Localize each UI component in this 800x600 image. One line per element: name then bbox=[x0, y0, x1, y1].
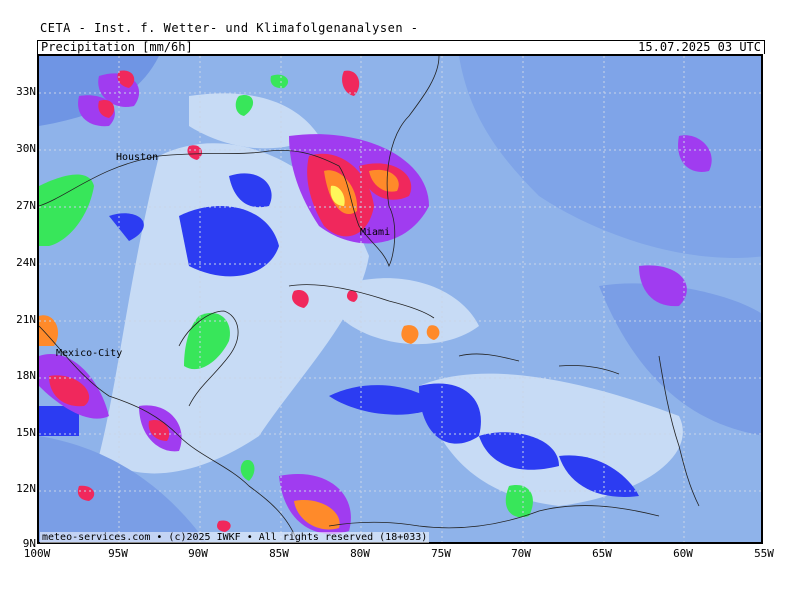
lat-label-30n: 30N bbox=[16, 142, 36, 155]
city-label-houston: Houston bbox=[116, 152, 159, 163]
lon-label-70w: 70W bbox=[511, 547, 531, 560]
lon-label-90w: 90W bbox=[188, 547, 208, 560]
lat-label-21n: 21N bbox=[16, 313, 36, 326]
map-canvas bbox=[39, 56, 761, 542]
precipitation-map[interactable] bbox=[37, 54, 763, 544]
lat-label-24n: 24N bbox=[16, 256, 36, 269]
lon-label-85w: 85W bbox=[269, 547, 289, 560]
provider-credit: CETA - Inst. f. Wetter- und Klimafolgena… bbox=[40, 21, 419, 35]
lon-label-100w: 100W bbox=[23, 547, 51, 560]
lat-label-18n: 18N bbox=[16, 369, 36, 382]
lon-label-75w: 75W bbox=[431, 547, 451, 560]
lat-label-27n: 27N bbox=[16, 199, 36, 212]
lat-label-9n: 9N bbox=[22, 537, 36, 550]
lat-label-33n: 33N bbox=[16, 85, 36, 98]
parameter-label: Precipitation [mm/6h] bbox=[41, 40, 193, 54]
lon-label-65w: 65W bbox=[592, 547, 612, 560]
lon-label-95w: 95W bbox=[108, 547, 128, 560]
map-header: Precipitation [mm/6h] 15.07.2025 03 UTC bbox=[37, 40, 765, 54]
lon-label-55w: 55W bbox=[754, 547, 774, 560]
city-label-miami: Miami bbox=[360, 227, 391, 238]
lon-label-80w: 80W bbox=[350, 547, 370, 560]
lat-label-12n: 12N bbox=[16, 482, 36, 495]
lat-label-15n: 15N bbox=[16, 426, 36, 439]
copyright-footer: meteo-services.com • (c)2025 IWKF • All … bbox=[40, 532, 430, 543]
city-label-mexico-city: Mexico-City bbox=[56, 348, 123, 359]
lon-label-60w: 60W bbox=[673, 547, 693, 560]
valid-time-label: 15.07.2025 03 UTC bbox=[638, 40, 761, 54]
